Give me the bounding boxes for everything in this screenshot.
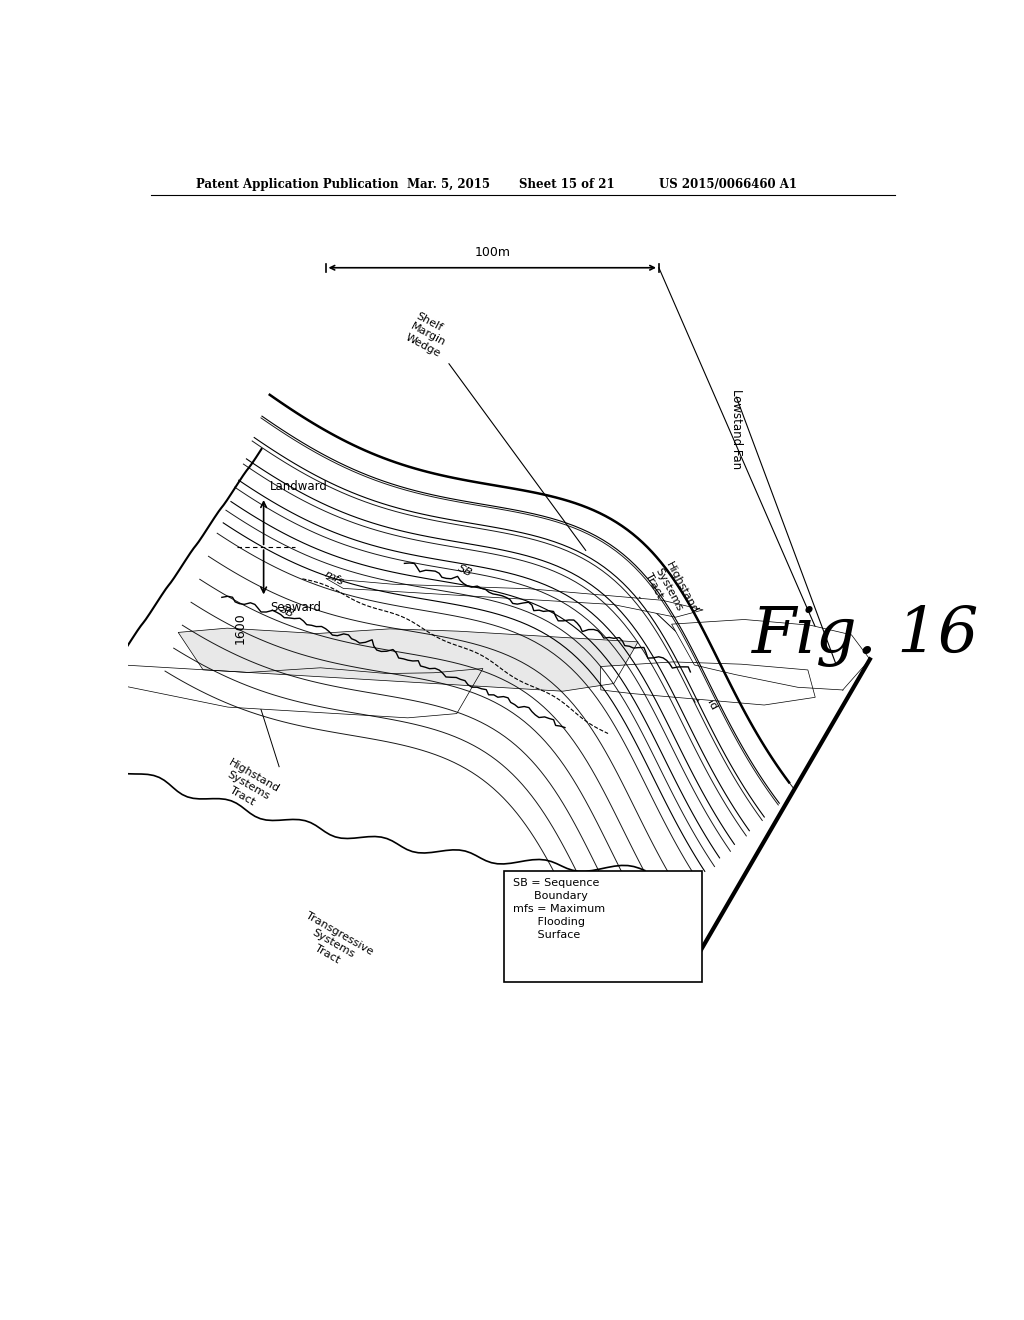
Text: Lowstand
Wedge: Lowstand Wedge xyxy=(675,661,719,718)
Text: Fig. 16: Fig. 16 xyxy=(752,605,979,667)
Text: SB = Sequence
      Boundary
mfs = Maximum
       Flooding
       Surface: SB = Sequence Boundary mfs = Maximum Flo… xyxy=(513,878,605,940)
Text: Highstand
Systems
Tract: Highstand Systems Tract xyxy=(643,561,699,627)
Text: 1600: 1600 xyxy=(233,612,247,644)
Text: SB: SB xyxy=(279,603,296,619)
Text: US 2015/0066460 A1: US 2015/0066460 A1 xyxy=(658,178,797,190)
Text: Seaward: Seaward xyxy=(270,601,321,614)
Text: Landward: Landward xyxy=(270,480,328,494)
Text: Lowstand Fan: Lowstand Fan xyxy=(730,389,742,470)
Polygon shape xyxy=(600,661,815,705)
Text: Shelf
Margin
Wedge: Shelf Margin Wedge xyxy=(403,312,586,550)
Text: Highstand
Systems
Tract: Highstand Systems Tract xyxy=(215,758,282,814)
Text: Patent Application Publication: Patent Application Publication xyxy=(197,178,398,190)
Text: Sheet 15 of 21: Sheet 15 of 21 xyxy=(519,178,615,190)
Text: mfs: mfs xyxy=(323,569,345,587)
Polygon shape xyxy=(326,578,703,618)
Text: SB: SB xyxy=(456,562,473,578)
Text: Transgressive
Systems
Tract: Transgressive Systems Tract xyxy=(292,911,375,977)
Bar xyxy=(504,871,701,982)
Polygon shape xyxy=(103,664,483,718)
Text: 100m: 100m xyxy=(474,246,510,259)
Polygon shape xyxy=(672,619,869,690)
Polygon shape xyxy=(178,628,638,692)
Text: Mar. 5, 2015: Mar. 5, 2015 xyxy=(407,178,490,190)
Polygon shape xyxy=(66,395,790,880)
